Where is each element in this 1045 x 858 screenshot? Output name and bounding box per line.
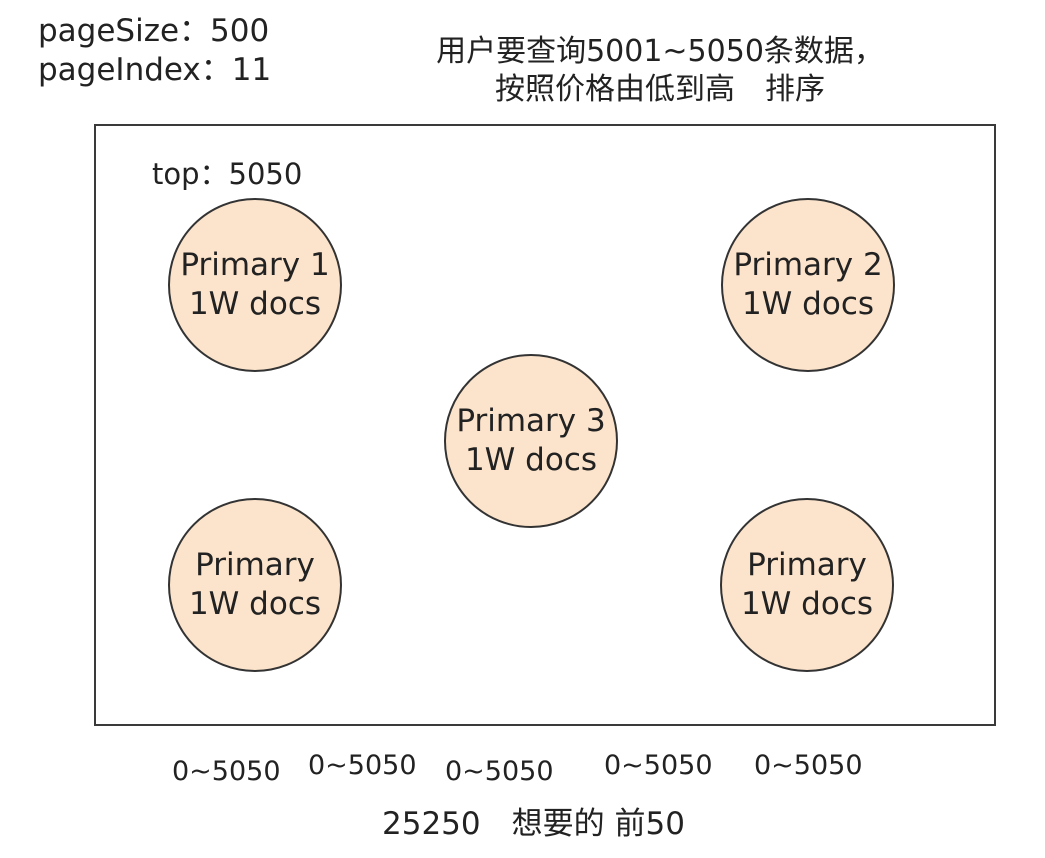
page-index-label: pageIndex：11 bbox=[38, 52, 272, 88]
page-size-label: pageSize：500 bbox=[38, 13, 270, 49]
shard-name: Primary 1 bbox=[180, 247, 330, 283]
shard-docs: 1W docs bbox=[188, 586, 322, 622]
range-label: 0~5050 bbox=[754, 750, 863, 781]
shard-name: Primary bbox=[747, 547, 867, 583]
query-params: pageSize：500 pageIndex：11 bbox=[38, 12, 271, 90]
primary-shard-2: Primary 2 1W docs bbox=[721, 198, 895, 372]
range-label: 0~5050 bbox=[308, 750, 417, 781]
summary-caption: 25250 想要的 前50 bbox=[382, 806, 685, 842]
range-label: 0~5050 bbox=[445, 756, 554, 787]
shard-docs: 1W docs bbox=[188, 286, 322, 322]
shard-name: Primary bbox=[195, 547, 315, 583]
diagram-title: 用户要查询5001~5050条数据， 按照价格由低到高 排序 bbox=[420, 33, 900, 109]
primary-shard-1: Primary 1 1W docs bbox=[168, 198, 342, 372]
primary-shard-3: Primary 3 1W docs bbox=[444, 354, 618, 528]
shard-docs: 1W docs bbox=[740, 586, 874, 622]
primary-shard-4: Primary 1W docs bbox=[168, 498, 342, 672]
cluster-frame bbox=[94, 124, 996, 726]
top-label: top：5050 bbox=[152, 157, 303, 191]
shard-docs: 1W docs bbox=[464, 442, 598, 478]
range-label: 0~5050 bbox=[172, 756, 281, 787]
shard-name: Primary 2 bbox=[733, 247, 883, 283]
title-line-1: 用户要查询5001~5050条数据， bbox=[436, 34, 884, 69]
shard-name: Primary 3 bbox=[456, 403, 606, 439]
range-label: 0~5050 bbox=[604, 750, 713, 781]
title-line-2: 按照价格由低到高 排序 bbox=[495, 72, 825, 107]
primary-shard-5: Primary 1W docs bbox=[720, 498, 894, 672]
shard-docs: 1W docs bbox=[741, 286, 875, 322]
